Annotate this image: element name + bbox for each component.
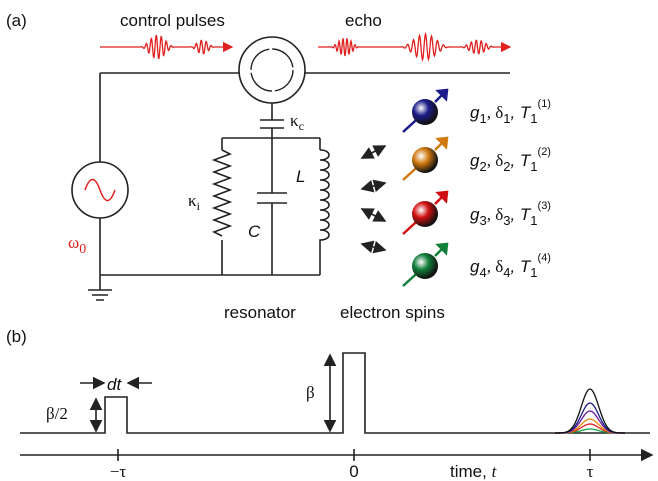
panel-b: (b) dt β/2 β −τ 0 time, t τ	[6, 327, 652, 481]
t_sup: (2)	[538, 146, 551, 158]
capacitor-label: C	[248, 222, 261, 241]
dt-label: dt	[107, 375, 122, 394]
coupling-arrow	[362, 209, 385, 221]
echo-pulses	[318, 34, 510, 60]
spin-sphere	[412, 99, 438, 125]
symbol: ω	[68, 233, 79, 252]
source-sine	[85, 180, 115, 201]
time-label: time, t	[450, 462, 498, 481]
t: , T	[510, 151, 531, 170]
tick-label: −τ	[110, 462, 127, 481]
delta: , δ	[487, 205, 504, 224]
electron-spins-label: electron spins	[340, 303, 445, 322]
delta: , δ	[487, 103, 504, 122]
t_sup: (3)	[538, 200, 551, 212]
t: , T	[510, 257, 531, 276]
inductor	[320, 150, 329, 245]
half-beta-label: β/2	[46, 404, 68, 423]
circulator	[239, 37, 305, 103]
delta_sub: 3	[503, 213, 510, 228]
kappa-c: κc	[290, 111, 304, 133]
t_sub: 1	[530, 111, 537, 126]
beta-label: β	[306, 383, 315, 402]
time-text: time,	[450, 462, 492, 481]
echo-curve	[555, 411, 625, 433]
t_sub: 1	[530, 159, 537, 174]
spin-sphere	[412, 201, 438, 227]
time-var: t	[492, 462, 498, 481]
inductor-label: L	[296, 167, 305, 186]
echo-signal	[555, 389, 625, 433]
subscript: 0	[79, 242, 86, 257]
spin-arrow-head	[435, 138, 447, 150]
tick-label: τ	[587, 462, 594, 481]
circuit-wires	[88, 73, 510, 300]
control-pulses-label: control pulses	[120, 11, 225, 30]
panel-label: (a)	[6, 11, 27, 30]
spin-arrow-head	[435, 244, 447, 256]
delta_sub: 1	[503, 111, 510, 126]
coupling-arrow	[362, 244, 385, 250]
echo-label: echo	[345, 11, 382, 30]
echo-curve	[555, 419, 625, 433]
t: , T	[510, 205, 531, 224]
spin-arrow-head	[435, 90, 447, 102]
t: , T	[510, 103, 531, 122]
spins: g1, δ1, T1(1) g2, δ2, T1(2) g3, δ3, T1(3) g…	[362, 90, 551, 286]
panel-a: (a) control pulses echo κc κi C L ω0 res…	[6, 11, 551, 322]
t_sub: 1	[530, 213, 537, 228]
spin-label: g2, δ2, T1(2)	[470, 146, 551, 174]
g_sub: 4	[479, 265, 486, 280]
spin-arrow-head	[435, 192, 447, 204]
delta: , δ	[487, 257, 504, 276]
delta_sub: 2	[503, 159, 510, 174]
spin-sphere	[412, 253, 438, 279]
kappa-i: κi	[188, 191, 201, 213]
spin-label: g4, δ4, T1(4)	[470, 252, 551, 280]
g_sub: 3	[479, 213, 486, 228]
resistor	[214, 150, 230, 236]
spin-label: g1, δ1, T1(1)	[470, 98, 551, 126]
figure: (a) control pulses echo κc κi C L ω0 res…	[0, 0, 658, 481]
g_sub: 2	[479, 159, 486, 174]
resonator-label: resonator	[224, 303, 296, 322]
circulator-arrows	[251, 49, 293, 91]
t_sup: (4)	[538, 252, 551, 264]
t_sub: 1	[530, 265, 537, 280]
panel-label: (b)	[6, 327, 27, 346]
coupling-arrow	[362, 183, 385, 189]
coupling-arrow	[362, 146, 385, 158]
subscript: i	[197, 199, 201, 213]
tick-label: 0	[349, 462, 358, 481]
spin-label: g3, δ3, T1(3)	[470, 200, 551, 228]
subscript: c	[299, 119, 304, 133]
control-pulses	[100, 36, 232, 59]
t_sup: (1)	[538, 98, 551, 110]
spin-sphere	[412, 147, 438, 173]
omega-label: ω0	[68, 233, 86, 257]
delta: , δ	[487, 151, 504, 170]
g_sub: 1	[479, 111, 486, 126]
delta_sub: 4	[503, 265, 510, 280]
